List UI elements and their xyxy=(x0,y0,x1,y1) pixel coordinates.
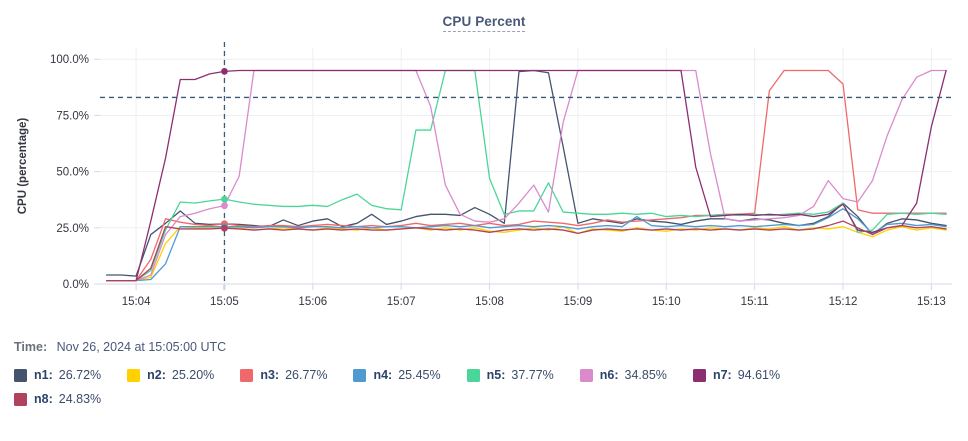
legend-list: n1: 26.72% n2: 25.20% n3: 26.77% n4: 25.45% n5: 3… xyxy=(14,368,954,406)
series-line-n7 xyxy=(105,69,947,282)
legend-item-n1[interactable]: n1: 26.72% xyxy=(14,368,101,382)
y-tick-label: 75.0% xyxy=(56,110,89,122)
legend-series-value: 34.85% xyxy=(624,368,667,382)
chart-title-text[interactable]: CPU Percent xyxy=(442,14,526,32)
y-tick-label: 100.0% xyxy=(50,54,89,66)
legend-color-swatch-icon xyxy=(353,368,367,382)
x-tick-label: 15:11 xyxy=(741,296,769,308)
gridlines xyxy=(100,58,952,285)
series-line-n4 xyxy=(105,208,947,282)
legend-series-value: 94.61% xyxy=(737,368,781,382)
y-axis-title: CPU (percentage) xyxy=(17,118,29,215)
x-tick-label: 15:04 xyxy=(122,296,151,308)
x-tick-label: 15:10 xyxy=(652,296,681,308)
legend-series-value: 24.83% xyxy=(58,392,102,406)
legend-series-value: 25.45% xyxy=(398,368,441,382)
cursor-marker-n7 xyxy=(221,67,228,75)
legend-series-name: n6: xyxy=(599,368,619,382)
x-tick-label: 15:08 xyxy=(475,296,504,308)
chart-legend-tooltip: Time: Nov 26, 2024 at 15:05:00 UTC n1: 26… xyxy=(14,340,954,416)
legend-series-name: n5: xyxy=(486,368,506,382)
series-line-n1 xyxy=(105,69,947,277)
legend-color-swatch-icon xyxy=(240,368,254,382)
legend-series-name: n3: xyxy=(260,368,280,382)
legend-color-swatch-icon xyxy=(14,392,27,406)
y-tick-label: 0.0% xyxy=(63,279,89,291)
x-axis: 15:04 15:05 15:06 15:07 15:08 15:09 15:10 15:11… xyxy=(100,283,952,308)
x-tick-label: 15:12 xyxy=(829,296,858,308)
legend-color-swatch-icon xyxy=(127,368,141,382)
legend-series-value: 25.20% xyxy=(171,368,215,382)
legend-color-swatch-icon xyxy=(466,368,480,382)
cursor-marker-n6 xyxy=(221,202,228,210)
page-title: CPU Percent xyxy=(0,14,968,32)
x-tick-label: 15:06 xyxy=(298,296,327,308)
legend-series-value: 26.72% xyxy=(58,368,102,382)
legend-item-n6[interactable]: n6: 34.85% xyxy=(579,368,667,382)
y-tick-label: 25.0% xyxy=(56,223,89,235)
legend-item-n7[interactable]: n7: 94.61% xyxy=(692,368,781,382)
x-tick-label: 15:13 xyxy=(917,296,946,308)
cursor-marker-n8 xyxy=(221,224,228,232)
legend-series-value: 26.77% xyxy=(285,368,328,382)
legend-item-n4[interactable]: n4: 25.45% xyxy=(353,368,441,382)
series-line-n3 xyxy=(105,69,947,282)
x-tick-label: 15:09 xyxy=(564,296,593,308)
series-line-n2 xyxy=(105,226,947,282)
time-label: Time: xyxy=(14,340,48,354)
chart-plot[interactable]: 0.0% 25.0% 50.0% 75.0% 100.0% CPU (percentage… xyxy=(0,36,968,336)
series-line-n8 xyxy=(105,220,947,282)
legend-color-swatch-icon xyxy=(692,368,706,382)
cursor-crosshair[interactable] xyxy=(221,42,228,294)
vertical-gridlines xyxy=(135,48,932,284)
series-lines xyxy=(105,69,947,282)
y-axis: 0.0% 25.0% 50.0% 75.0% 100.0% CPU (percentage… xyxy=(17,54,100,291)
series-line-n5 xyxy=(105,69,947,282)
legend-series-value: 37.77% xyxy=(511,368,554,382)
legend-item-n3[interactable]: n3: 26.77% xyxy=(240,368,327,382)
tooltip-time-row: Time: Nov 26, 2024 at 15:05:00 UTC xyxy=(14,340,954,354)
legend-item-n2[interactable]: n2: 25.20% xyxy=(127,368,214,382)
legend-series-name: n2: xyxy=(147,368,166,382)
legend-color-swatch-icon xyxy=(579,368,593,382)
x-tick-label: 15:07 xyxy=(387,296,416,308)
legend-series-name: n7: xyxy=(712,368,732,382)
legend-series-name: n1: xyxy=(34,368,53,382)
legend-row: n8: 24.83% xyxy=(14,392,954,406)
legend-item-n8[interactable]: n8: 24.83% xyxy=(14,392,101,406)
time-value: Nov 26, 2024 at 15:05:00 UTC xyxy=(56,340,227,354)
y-tick-label: 50.0% xyxy=(56,167,89,179)
legend-series-name: n8: xyxy=(34,392,53,406)
legend-row: n1: 26.72% n2: 25.20% n3: 26.77% n4: 25.45% n5: 3… xyxy=(14,368,954,382)
series-line-n6 xyxy=(105,69,947,282)
legend-color-swatch-icon xyxy=(14,368,27,382)
x-tick-label: 15:05 xyxy=(210,296,239,308)
cursor-marker-n5 xyxy=(221,195,228,203)
legend-series-name: n4: xyxy=(373,368,393,382)
legend-item-n5[interactable]: n5: 37.77% xyxy=(466,368,554,382)
